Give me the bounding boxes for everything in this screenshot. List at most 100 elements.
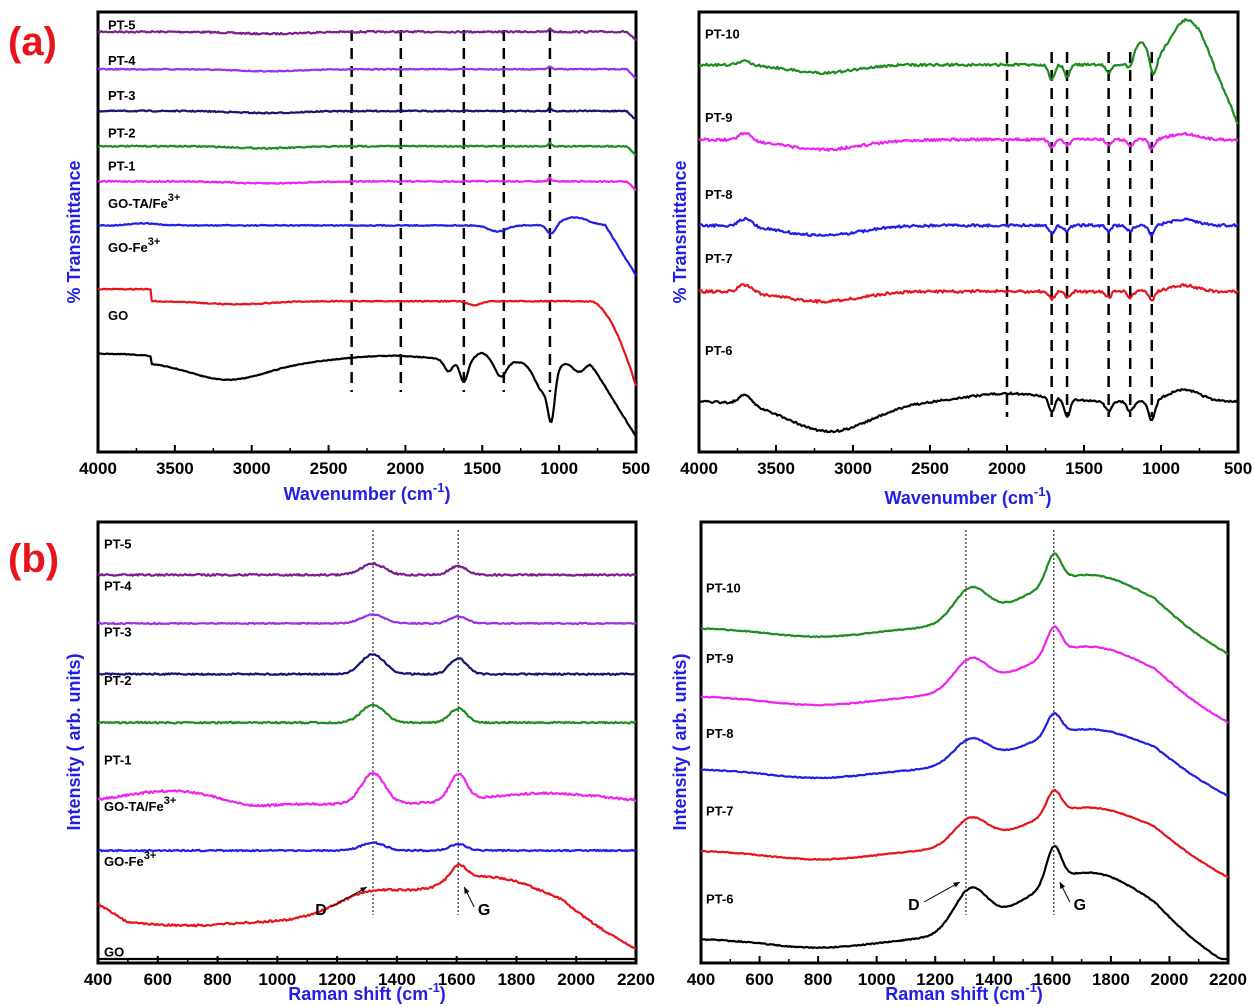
series-label: GO (108, 308, 128, 323)
x-tick-label: 2500 (310, 459, 348, 478)
series-label: GO-TA/Fe3+ (108, 192, 180, 211)
x-tick-label: 500 (622, 459, 650, 478)
x-axis-label: Raman shift (cm-1) (885, 980, 1043, 1004)
peak-arrow-head (953, 882, 960, 888)
series-label: PT-7 (705, 251, 732, 266)
series-label: PT-1 (108, 158, 135, 173)
series-line (97, 65, 637, 80)
peak-label: G (478, 902, 490, 919)
series-line (97, 176, 637, 191)
series-line (97, 841, 637, 853)
x-tick-label: 800 (203, 970, 231, 989)
x-tick-label: 3500 (757, 459, 795, 478)
x-tick-label: 1000 (1142, 459, 1180, 478)
series-label: PT-10 (706, 581, 741, 596)
x-tick-label: 1400 (378, 970, 416, 989)
peak-label: G (1074, 897, 1086, 914)
x-axis-label: Raman shift (cm-1) (288, 980, 446, 1004)
peak-label: D (908, 897, 920, 914)
x-tick-label: 1500 (1065, 459, 1103, 478)
x-axis-label: Wavenumber (cm-1) (885, 484, 1052, 508)
x-tick-label: 1600 (438, 970, 476, 989)
series-line (698, 388, 1239, 434)
peak-label: D (315, 902, 327, 919)
series-line (97, 27, 637, 42)
series-line (700, 844, 1228, 961)
x-tick-label: 2000 (988, 459, 1026, 478)
series-label: PT-7 (706, 803, 733, 818)
series-label: GO-Fe3+ (108, 236, 160, 255)
y-axis-label: % Transmittance (670, 160, 690, 303)
series-line (700, 552, 1229, 656)
x-axis-label: Wavenumber (cm-1) (284, 480, 451, 504)
y-axis-label: % Transmittance (64, 160, 84, 303)
x-tick-label: 2000 (387, 459, 425, 478)
series-label: PT-5 (108, 18, 135, 33)
x-tick-label: 4000 (680, 459, 718, 478)
peak-arrow-head (360, 887, 367, 893)
series-line (97, 613, 637, 626)
series-label: GO-TA/Fe3+ (104, 795, 176, 814)
series-line (698, 131, 1239, 152)
series-line (700, 711, 1229, 797)
x-tick-label: 2000 (1151, 970, 1189, 989)
x-tick-label: 3000 (834, 459, 872, 478)
series-label: PT-4 (104, 578, 132, 593)
x-tick-label: 600 (144, 970, 172, 989)
x-tick-label: 2500 (911, 459, 949, 478)
series-label: PT-10 (705, 26, 740, 41)
panel-label-b: (b) (8, 537, 60, 581)
x-tick-label: 1800 (498, 970, 536, 989)
series-line (97, 141, 637, 157)
series-label: GO-Fe3+ (104, 850, 156, 869)
chart-2: 4000 3500 3000 2500 2000 1500 1000 500 Wavenumbe… (670, 10, 1252, 508)
x-tick-label: 1000 (258, 970, 296, 989)
peak-arrow (330, 886, 368, 908)
series-label: PT-8 (706, 726, 733, 741)
series-label: GO (104, 944, 124, 959)
x-tick-label: 3500 (156, 459, 194, 478)
x-tick-label: 500 (1224, 459, 1252, 478)
x-tick-label: 800 (804, 970, 832, 989)
series-label: PT-9 (706, 651, 733, 666)
x-tick-label: 2000 (557, 970, 595, 989)
x-tick-label: 1800 (1092, 970, 1130, 989)
x-tick-label: 1500 (463, 459, 501, 478)
series-line (97, 562, 637, 577)
series-line (97, 653, 637, 676)
x-tick-label: 400 (84, 970, 112, 989)
chart-4: 400 600 800 1000 1200 1400 1600 1800 2000 2200 Ram… (670, 520, 1247, 1004)
series-label: PT-6 (705, 343, 732, 358)
series-line (698, 283, 1239, 304)
series-label: PT-1 (104, 753, 131, 768)
x-tick-label: 1600 (1033, 970, 1071, 989)
series-label: PT-8 (705, 187, 732, 202)
series-label: PT-3 (108, 88, 135, 103)
panel-label-a: (a) (8, 20, 57, 64)
x-tick-label: 1200 (916, 970, 954, 989)
peak-arrow-head (1059, 882, 1066, 889)
series-line (700, 788, 1229, 879)
series-label: PT-4 (108, 53, 136, 68)
series-label: PT-2 (104, 673, 131, 688)
x-tick-label: 2200 (1209, 970, 1247, 989)
series-label: PT-9 (705, 110, 732, 125)
chart-1: 4000 3500 3000 2500 2000 1500 1000 500 Wavenumbe… (64, 10, 650, 504)
x-tick-label: 3000 (233, 459, 271, 478)
series-line (700, 625, 1229, 724)
series-line (698, 216, 1239, 238)
series-line (97, 106, 637, 121)
x-tick-label: 1000 (540, 459, 578, 478)
series-label: PT-6 (706, 891, 733, 906)
x-tick-label: 400 (687, 970, 715, 989)
y-axis-label: Intensity ( arb. units) (64, 653, 84, 830)
series-line (698, 18, 1239, 125)
x-tick-label: 2200 (617, 970, 655, 989)
x-tick-label: 1200 (318, 970, 356, 989)
series-line (97, 287, 638, 387)
series-label: PT-2 (108, 125, 135, 140)
series-label: PT-3 (104, 625, 131, 640)
x-tick-label: 1400 (975, 970, 1013, 989)
series-line (97, 703, 637, 725)
